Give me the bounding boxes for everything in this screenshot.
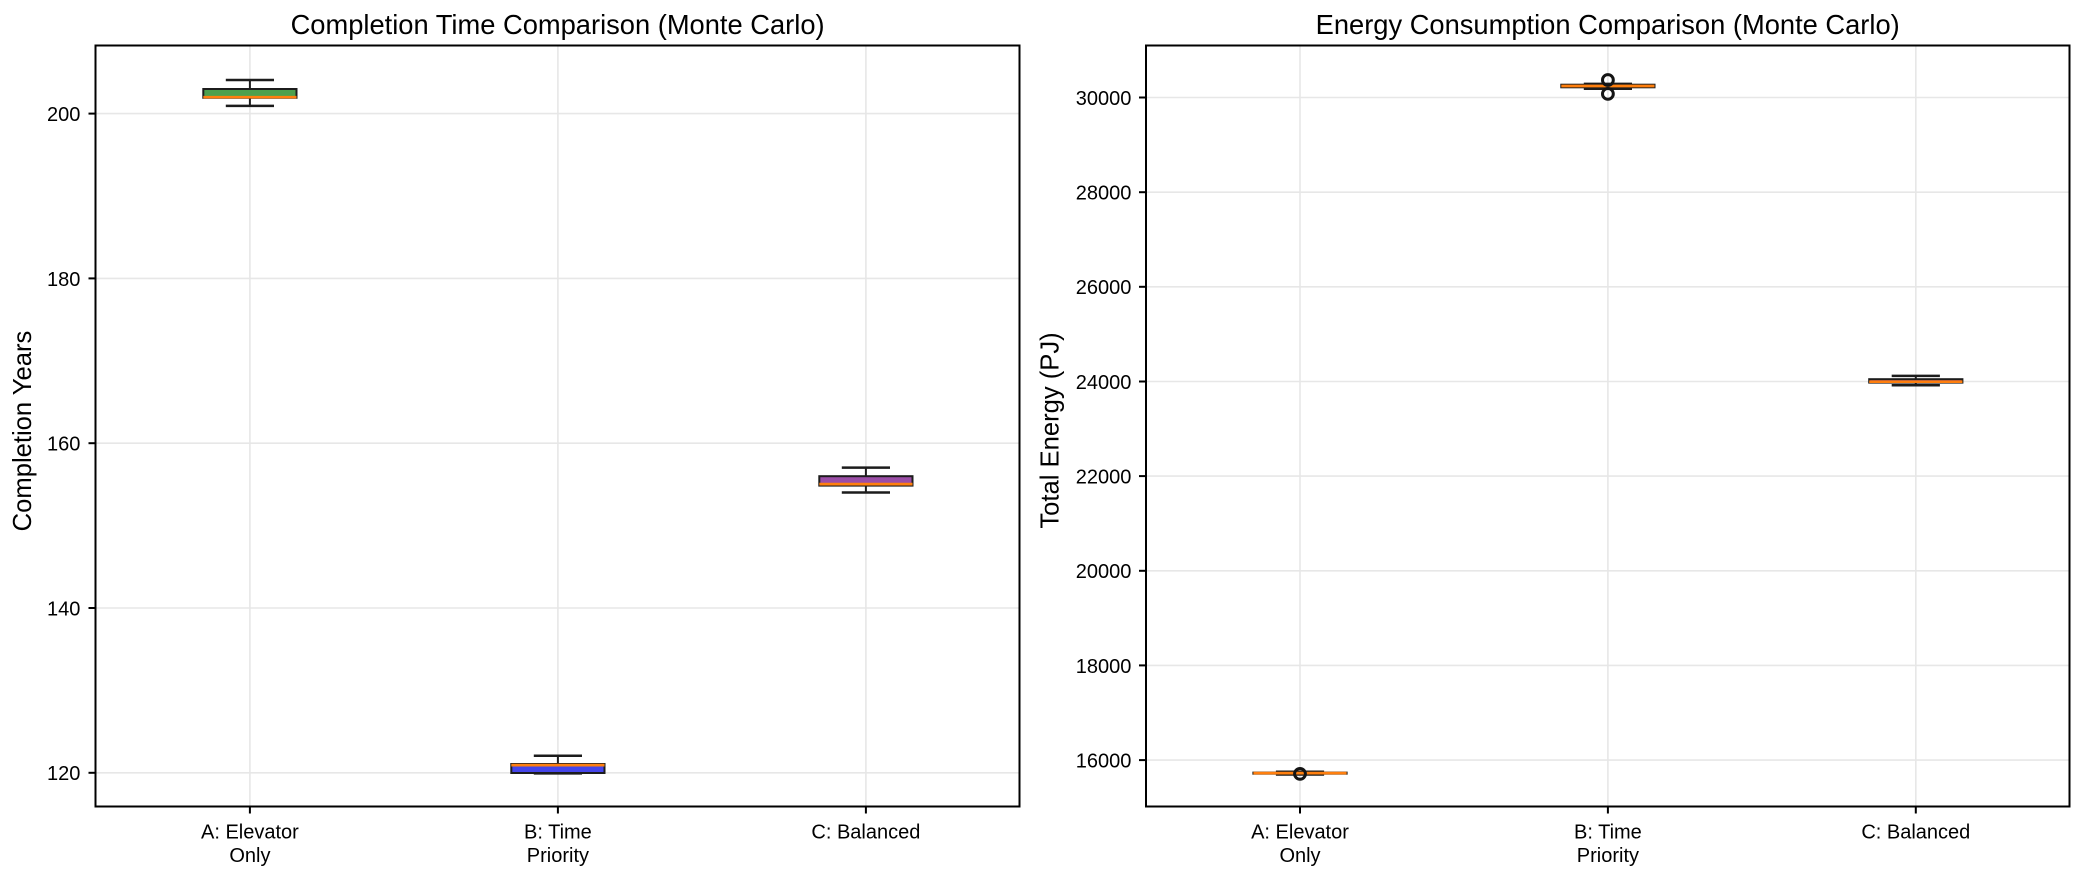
svg-text:Only: Only: [1279, 845, 1320, 867]
svg-text:120: 120: [47, 763, 80, 785]
svg-text:C: Balanced: C: Balanced: [811, 822, 920, 844]
svg-text:Energy Consumption Comparison: Energy Consumption Comparison (Monte Car…: [1316, 9, 1900, 40]
svg-text:30000: 30000: [1076, 88, 1132, 110]
svg-text:Completion Time Comparison (Mo: Completion Time Comparison (Monte Carlo): [291, 9, 825, 40]
svg-text:B: Time: B: Time: [1574, 822, 1642, 844]
svg-text:22000: 22000: [1076, 467, 1132, 489]
svg-text:A: Elevator: A: Elevator: [201, 822, 299, 844]
svg-text:160: 160: [47, 434, 80, 456]
svg-text:Priority: Priority: [1577, 845, 1639, 867]
svg-text:B: Time: B: Time: [524, 822, 592, 844]
svg-text:180: 180: [47, 269, 80, 291]
svg-text:Completion Years: Completion Years: [9, 331, 37, 532]
svg-text:140: 140: [47, 598, 80, 620]
svg-text:Total Energy (PJ): Total Energy (PJ): [1036, 332, 1064, 528]
svg-text:28000: 28000: [1076, 183, 1132, 205]
svg-text:Only: Only: [229, 845, 270, 867]
svg-text:200: 200: [47, 104, 80, 126]
svg-text:A: Elevator: A: Elevator: [1251, 822, 1349, 844]
svg-text:24000: 24000: [1076, 372, 1132, 394]
svg-text:26000: 26000: [1076, 277, 1132, 299]
svg-text:C: Balanced: C: Balanced: [1861, 822, 1970, 844]
svg-text:20000: 20000: [1076, 561, 1132, 583]
svg-text:Priority: Priority: [527, 845, 589, 867]
svg-text:18000: 18000: [1076, 656, 1132, 678]
svg-text:16000: 16000: [1076, 751, 1132, 773]
